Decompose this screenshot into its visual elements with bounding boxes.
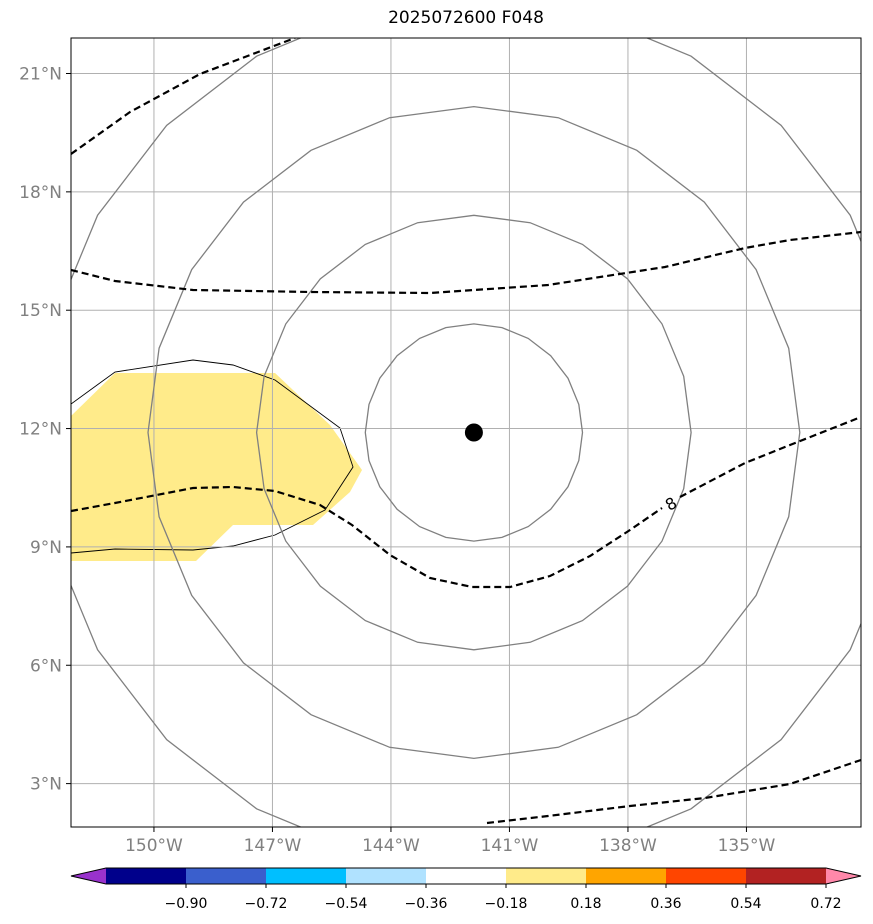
map-title: 2025072600 F048 — [388, 8, 544, 28]
lat-tick-label: 18°N — [19, 183, 62, 203]
colorbar-segment — [666, 868, 747, 884]
map-plot-area: 8 — [71, 38, 861, 827]
colorbar-tick-label: 0.54 — [730, 896, 761, 912]
colorbar-tick-label: −0.90 — [165, 896, 208, 912]
dashed-contour-upper-left — [71, 38, 296, 155]
colorbar-tick-label: −0.54 — [325, 896, 368, 912]
colorbar-extend-max — [826, 868, 861, 884]
storm-center-marker — [464, 423, 483, 442]
lon-tick-label: 135°W — [718, 836, 776, 856]
map-frame — [70, 37, 862, 828]
lat-tick-label: 9°N — [30, 538, 62, 558]
colorbar: −0.90 −0.72 −0.54 −0.36 −0.18 0.18 0.36 0.54 0.7… — [70, 867, 862, 912]
colorbar-tick-label: 0.72 — [810, 896, 841, 912]
colorbar-segment — [586, 868, 667, 884]
gridlines — [71, 38, 861, 827]
range-rings — [71, 38, 861, 827]
lat-tick-label: 3°N — [30, 775, 62, 795]
dashed-contour-lower — [71, 415, 861, 589]
dashed-contour-bottom — [486, 758, 861, 825]
lon-tick-label: 141°W — [481, 836, 539, 856]
lon-tick-label: 144°W — [362, 836, 420, 856]
lon-tick-label: 147°W — [244, 836, 302, 856]
colorbar-outline — [70, 867, 862, 885]
colorbar-segment — [426, 868, 507, 884]
lat-tick-label: 15°N — [19, 301, 62, 321]
colorbar-segment — [746, 868, 827, 884]
lon-tick-label: 138°W — [599, 836, 657, 856]
axis-ticks: 150°W 147°W 144°W 141°W 138°W 135°W 21°N 18°N 15… — [19, 65, 775, 856]
lat-tick-label: 6°N — [30, 656, 62, 676]
colorbar-extend-min — [71, 868, 106, 884]
colorbar-segment — [346, 868, 427, 884]
colorbar-tick-label: −0.72 — [245, 896, 288, 912]
colorbar-segment — [266, 868, 347, 884]
positive-shaded-region — [71, 373, 362, 561]
colorbar-segment — [186, 868, 267, 884]
lon-tick-label: 150°W — [125, 836, 183, 856]
lat-tick-label: 21°N — [19, 65, 62, 85]
colorbar-segment — [106, 868, 187, 884]
colorbar-tick-label: −0.36 — [405, 896, 448, 912]
range-ring — [364, 323, 584, 542]
colorbar-tick-label: −0.18 — [485, 896, 528, 912]
colorbar-segment — [506, 868, 587, 884]
shaded-region-outline — [71, 359, 354, 554]
lat-tick-label: 12°N — [19, 420, 62, 440]
colorbar-tick-label: 0.18 — [570, 896, 601, 912]
range-ring — [71, 38, 861, 827]
range-ring — [255, 214, 692, 651]
colorbar-tick-label: 0.36 — [650, 896, 681, 912]
dashed-contour-middle — [71, 230, 861, 295]
range-ring — [147, 105, 801, 760]
